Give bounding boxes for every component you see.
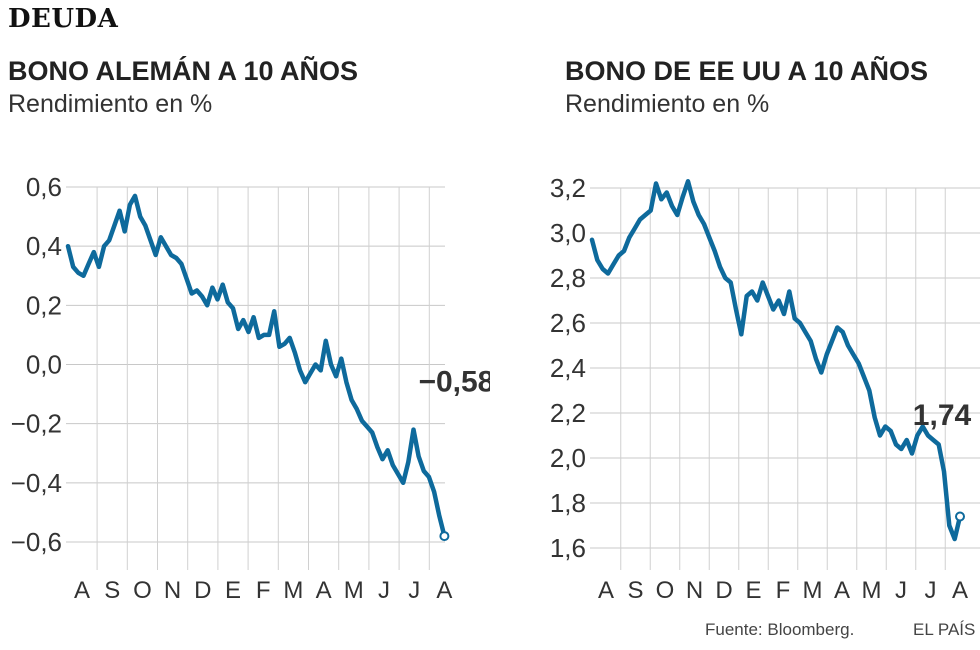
y-tick-label: 0,4 — [26, 231, 62, 261]
chart-subtitle-us-bond: Rendimiento en % — [565, 90, 770, 118]
x-tick-label: E — [225, 577, 241, 600]
y-tick-label: −0,4 — [11, 468, 62, 498]
x-tick-label: M — [862, 577, 882, 600]
y-tick-label: 3,0 — [550, 218, 586, 248]
y-tick-label: 0,2 — [26, 290, 62, 320]
x-tick-label: A — [436, 577, 452, 600]
y-tick-label: 2,2 — [550, 398, 586, 428]
chart-us-bond: 3,23,02,82,62,42,22,01,81,6A S O N D E F M A M J J A… — [550, 173, 980, 600]
x-tick-label: O — [656, 577, 675, 600]
y-tick-label: 0,6 — [26, 172, 62, 202]
x-tick-label: A — [834, 577, 850, 600]
x-tick-label: J — [925, 577, 937, 600]
x-tick-label: F — [256, 577, 271, 600]
end-point-marker — [955, 511, 965, 522]
series-line — [65, 193, 447, 539]
x-tick-label: S — [627, 577, 643, 600]
y-tick-label: 2,6 — [550, 308, 586, 338]
x-tick-label: A — [316, 577, 332, 600]
source-note: Fuente: Bloomberg. — [705, 620, 855, 639]
y-tick-label: 3,2 — [550, 173, 586, 203]
y-tick-label: 2,8 — [550, 263, 586, 293]
x-tick-label: E — [745, 577, 761, 600]
x-tick-label: J — [408, 577, 420, 600]
x-tick-label: A — [74, 577, 90, 600]
section-title: DEUDA — [8, 4, 119, 34]
x-tick-label: O — [133, 577, 152, 600]
series-line — [589, 179, 963, 542]
y-tick-label: 1,6 — [550, 533, 586, 563]
chart-title-german-bond: BONO ALEMÁN A 10 AÑOS — [8, 56, 359, 86]
y-tick-label: 1,8 — [550, 488, 586, 518]
x-tick-label: J — [378, 577, 390, 600]
y-tick-label: −0,6 — [11, 527, 62, 557]
chart-german-bond: 0,60,40,20,0−0,2−0,4−0,6A S O N D E F M A M J J A−0,… — [11, 172, 490, 600]
last-value-label: −0,58 — [418, 365, 490, 398]
end-point-marker — [439, 531, 450, 542]
x-tick-label: D — [194, 577, 211, 600]
chart-subtitle-german-bond: Rendimiento en % — [8, 90, 213, 118]
x-tick-label: D — [715, 577, 732, 600]
x-tick-label: N — [164, 577, 181, 600]
x-tick-label: J — [895, 577, 907, 600]
chart-title-us-bond: BONO DE EE UU A 10 AÑOS — [565, 56, 929, 86]
y-tick-label: −0,2 — [11, 409, 62, 439]
x-tick-label: F — [776, 577, 791, 600]
x-tick-label: A — [598, 577, 614, 600]
x-tick-label: M — [283, 577, 303, 600]
x-tick-label: A — [952, 577, 968, 600]
x-tick-label: N — [686, 577, 703, 600]
y-tick-label: 2,0 — [550, 443, 586, 473]
x-tick-label: M — [344, 577, 364, 600]
x-tick-label: S — [104, 577, 120, 600]
y-tick-label: 0,0 — [26, 350, 62, 380]
brand-label: EL PAÍS — [913, 620, 976, 639]
x-tick-label: M — [803, 577, 823, 600]
last-value-label: 1,74 — [913, 399, 972, 432]
y-tick-label: 2,4 — [550, 353, 586, 383]
